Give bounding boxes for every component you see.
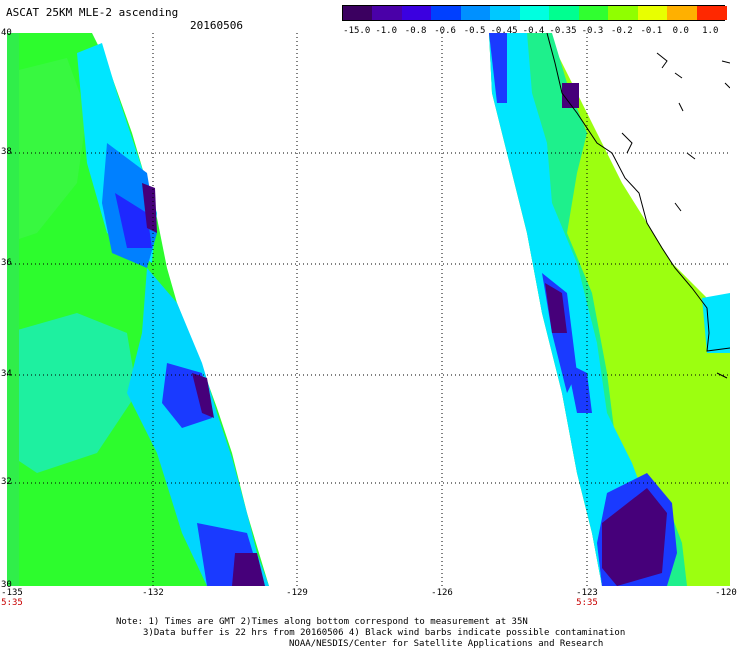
color-scale-label: -0.35 [549, 26, 577, 36]
lon-label-120: -120 [715, 588, 737, 598]
image-title: ASCAT 25KM MLE-2 ascending [6, 6, 179, 19]
color-scale-bar [342, 5, 727, 21]
wind-map [7, 33, 730, 586]
color-scale-segment [519, 6, 550, 20]
color-scale-label: -0.4 [522, 26, 545, 36]
lon-label-126: -126 [431, 588, 453, 598]
color-scale-label: -1.0 [375, 26, 398, 36]
time-label-right: 5:35 [576, 598, 598, 608]
color-scale-segment [343, 6, 373, 20]
note-line-1: Note: 1) Times are GMT 2)Times along bot… [116, 617, 528, 627]
color-scale-segment [431, 6, 462, 20]
color-scale-label: -0.6 [434, 26, 456, 36]
color-scale-segment [578, 6, 609, 20]
image-date: 20160506 [190, 19, 243, 32]
note-line-2: 3)Data buffer is 22 hrs from 20160506 4)… [143, 628, 626, 638]
color-scale-segment [460, 6, 491, 20]
lat-label-36: 36 [1, 258, 12, 268]
color-scale-label: -0.2 [611, 26, 633, 36]
time-label-left: 5:35 [1, 598, 23, 608]
color-scale-segment [490, 6, 521, 20]
lat-label-32: 32 [1, 477, 12, 487]
color-scale-segment [637, 6, 668, 20]
color-scale-segment [372, 6, 403, 20]
color-scale-label: 0.0 [672, 26, 689, 36]
color-scale-segment [608, 6, 639, 20]
color-scale-segment [549, 6, 580, 20]
lon-label-123: -123 [576, 588, 598, 598]
lon-label-132: -132 [142, 588, 164, 598]
color-scale-label: 1.0 [702, 26, 719, 36]
color-scale-segment [667, 6, 698, 20]
color-scale-segment [401, 6, 432, 20]
lat-label-34: 34 [1, 369, 12, 379]
lat-lon-grid [7, 33, 730, 586]
color-scale-label: -15.0 [343, 26, 371, 36]
lat-label-38: 38 [1, 147, 12, 157]
color-scale-label: -0.45 [490, 26, 518, 36]
note-line-3: NOAA/NESDIS/Center for Satellite Applica… [289, 639, 604, 649]
color-scale-label: -0.1 [640, 26, 663, 36]
color-scale-label: -0.8 [404, 26, 427, 36]
lon-label-129: -129 [286, 588, 308, 598]
lat-label-30: 30 [1, 580, 12, 590]
right-swath [489, 33, 730, 586]
color-scale-segment [696, 6, 727, 20]
color-scale-label: -0.3 [581, 26, 604, 36]
lat-label-40: 40 [1, 28, 12, 38]
left-swath [7, 33, 269, 586]
color-scale-label: -0.5 [463, 26, 486, 36]
lon-label-135: -135 [1, 588, 23, 598]
